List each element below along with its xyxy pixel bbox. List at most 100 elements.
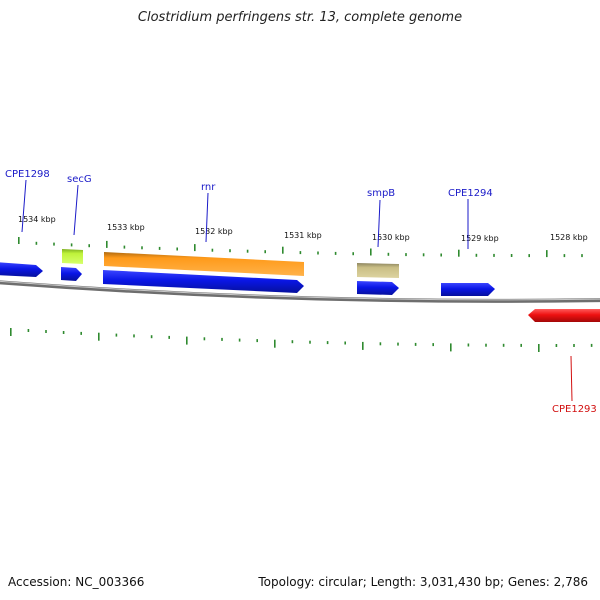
genome-backbone-highlight [0,280,600,301]
leader-line-smpb [377,199,381,248]
minor-tick [317,251,319,255]
lime-feature-bar [62,249,83,264]
minor-tick [264,250,266,254]
minor-tick [141,246,143,250]
minor-tick [62,331,65,334]
minor-tick [475,253,478,257]
minor-tick [493,253,495,257]
minor-tick [70,243,73,247]
minor-tick [573,344,575,347]
major-tick [282,246,284,254]
scale-label: 1531 kbp [284,231,322,240]
minor-tick [309,340,311,344]
minor-tick [520,343,522,347]
minor-tick [221,337,223,341]
minor-tick [35,241,38,245]
minor-tick [422,253,425,257]
major-tick [538,344,540,352]
gene-label-rnr: rnr [201,182,216,193]
minor-tick [123,245,126,249]
leader-line-cpe1293 [570,355,573,402]
minor-tick [334,251,337,255]
gene-arrow-secg [61,267,82,281]
minor-tick [115,333,118,337]
leader-line-secg [73,184,79,236]
minor-tick [88,244,90,248]
major-tick [450,343,452,352]
minor-tick [133,334,135,338]
major-tick [458,249,460,257]
minor-tick [590,343,593,347]
minor-tick [581,254,583,258]
gene-label-secg: secG [67,174,92,185]
minor-tick [176,247,178,251]
gene-label-smpb: smpB [367,188,395,199]
gene-label-cpe1293: CPE1293 [552,404,597,415]
minor-tick [352,252,354,256]
minor-tick [387,252,390,256]
minor-tick [246,249,249,253]
scale-labels: 1534 kbp 1533 kbp 1532 kbp 1531 kbp 1530… [18,215,588,243]
major-tick [362,341,364,350]
major-tick [18,237,20,244]
minor-tick [45,330,47,333]
minor-tick [158,246,161,250]
genome-backbone [0,280,600,303]
minor-tick [414,342,417,346]
gene-label-cpe1294: CPE1294 [448,188,493,199]
minor-tick [405,253,407,257]
minor-tick [432,343,434,347]
scale-label: 1529 kbp [461,234,499,243]
scale-label: 1532 kbp [195,227,233,236]
gene-label-cpe1298: CPE1298 [5,169,50,180]
minor-tick [256,339,258,343]
minor-tick [299,251,302,255]
minor-tick [344,341,346,345]
gene-arrow-cpe1293 [528,309,600,322]
minor-tick [467,343,470,347]
minor-tick [150,335,153,339]
major-tick [106,240,108,248]
minor-tick [238,338,241,342]
scale-label: 1528 kbp [550,233,588,242]
minor-tick [326,341,329,345]
orange-feature-bar [104,252,304,276]
major-tick [546,250,548,258]
major-tick [10,328,12,336]
accession-text: Accession: NC_003366 [8,575,145,589]
minor-tick [485,343,487,347]
minor-tick [555,344,558,347]
minor-tick [291,340,294,344]
minor-tick [203,337,206,341]
minor-tick [379,342,382,346]
minor-tick [397,342,399,346]
minor-tick [563,254,566,258]
minor-tick [80,331,82,335]
topology-summary: Topology: circular; Length: 3,031,430 bp… [258,575,588,589]
leader-line-rnr [205,192,209,243]
leader-line-cpe1298 [21,179,27,233]
scale-label: 1530 kbp [372,233,410,242]
major-tick [194,244,196,252]
tick-marks-bottom [10,328,593,352]
minor-tick [440,253,442,257]
minor-tick [211,248,214,252]
scale-label: 1533 kbp [107,223,145,232]
gene-arrow-smpb [357,281,399,295]
major-tick [98,332,100,341]
khaki-feature-bar [357,263,399,278]
minor-tick [528,254,530,258]
map-title: Clostridium perfringens str. 13, complet… [137,10,463,25]
minor-tick [502,343,505,347]
major-tick [186,336,188,345]
scale-label: 1534 kbp [18,215,56,224]
minor-tick [27,329,30,332]
gene-arrow-rnr [103,270,304,293]
minor-tick [53,242,55,246]
minor-tick [229,249,231,253]
gene-arrow-cpe1294 [441,283,495,296]
minor-tick [510,254,513,257]
minor-tick [168,335,170,339]
major-tick [370,248,372,256]
